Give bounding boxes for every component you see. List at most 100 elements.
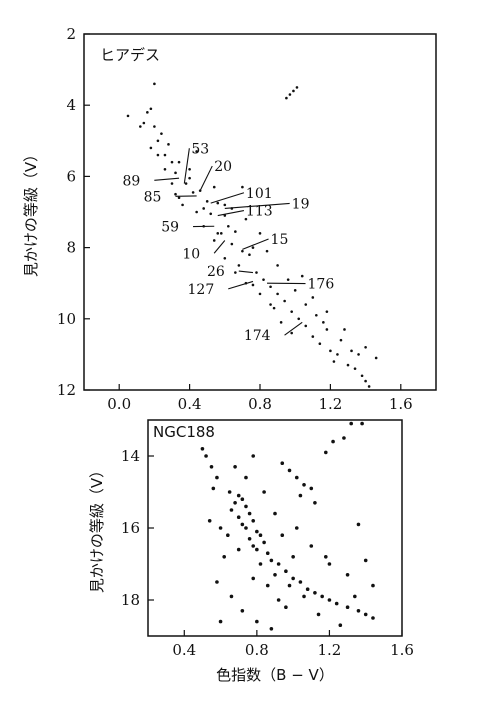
hyades-star-point xyxy=(234,230,237,233)
hyades-star-point xyxy=(142,121,146,125)
ngc188-star-point xyxy=(200,447,205,451)
ngc188-star-point xyxy=(244,526,248,530)
ngc188-star-point xyxy=(262,490,266,494)
ngc188-star-point xyxy=(226,533,230,537)
hyades-star-point xyxy=(153,125,156,128)
hyades-star-point xyxy=(293,289,297,292)
hyades-star-point xyxy=(177,160,181,164)
ngc188-star-point xyxy=(324,450,328,455)
ngc188-x-axis-label: 色指数（B − V） xyxy=(216,666,334,684)
ngc188-star-point xyxy=(227,490,232,494)
hyades-star-point xyxy=(339,338,343,342)
ngc188-star-point xyxy=(327,562,332,566)
ngc188-star-point xyxy=(240,497,245,502)
hyades-star-point xyxy=(367,385,371,388)
hyades-star-point xyxy=(350,349,353,353)
hyades-star-point xyxy=(364,379,367,383)
hyades-star-point xyxy=(374,356,378,360)
ngc188-star-point xyxy=(229,594,234,599)
ngc188-star-point xyxy=(247,511,252,516)
ngc188-star-point xyxy=(291,555,295,559)
hyades-star-point xyxy=(153,82,156,86)
ngc188-star-point xyxy=(273,511,277,516)
hyades-star-label: 19 xyxy=(292,196,310,212)
ngc188-star-point xyxy=(244,475,248,480)
hyades-star-point xyxy=(251,246,255,249)
hyades-star-point xyxy=(170,160,174,164)
hyades-label-leader-line xyxy=(154,177,180,181)
ngc188-star-point xyxy=(255,529,259,534)
ngc188-star-point xyxy=(338,623,343,627)
hyades-star-label: 26 xyxy=(207,264,225,280)
hyades-star-label: 127 xyxy=(188,282,215,298)
ngc188-star-point xyxy=(269,627,274,631)
hyades-star-point xyxy=(139,125,142,128)
hyades-star-point xyxy=(329,349,332,353)
ngc188-star-point xyxy=(298,493,303,498)
hyades-star-point xyxy=(205,200,209,203)
ngc188-star-point xyxy=(294,475,299,480)
ngc188-star-point xyxy=(207,519,212,523)
hyades-x-tick-label: 1.2 xyxy=(318,395,342,413)
hyades-star-point xyxy=(181,203,184,207)
hyades-star-label: 174 xyxy=(244,328,271,344)
ngc188-star-point xyxy=(273,573,277,577)
hyades-star-point xyxy=(191,191,195,194)
ngc188-star-point xyxy=(302,594,306,599)
ngc188-plot-frame xyxy=(147,419,403,637)
ngc188-star-point xyxy=(251,544,256,548)
ngc188-star-point xyxy=(255,547,259,552)
hyades-star-label: 113 xyxy=(246,204,273,220)
ngc188-star-point xyxy=(265,551,270,555)
hyades-star-label: 59 xyxy=(161,220,179,236)
hyades-star-point xyxy=(212,239,216,242)
hyades-star-point xyxy=(292,89,295,93)
hyades-star-point xyxy=(195,210,198,214)
hyades-star-point xyxy=(343,328,346,331)
ngc188-star-point xyxy=(251,519,256,523)
ngc188-star-point xyxy=(240,522,245,527)
ngc188-y-tick-label: 18 xyxy=(121,591,140,609)
hyades-chart-title: ヒアデス xyxy=(100,46,160,64)
ngc188-y-tick-label: 14 xyxy=(121,447,140,465)
hyades-star-point xyxy=(258,232,262,235)
ngc188-star-point xyxy=(345,605,350,609)
hyades-star-point xyxy=(177,196,181,200)
hyades-star-point xyxy=(163,153,167,157)
hyades-label-leader-line xyxy=(224,202,290,209)
ngc188-star-point xyxy=(320,594,324,599)
ngc188-x-tick-label: 1.6 xyxy=(390,641,414,659)
hyades-label-leader-line xyxy=(238,270,254,274)
hyades-star-point xyxy=(332,360,336,363)
hyades-x-tick-label: 0.4 xyxy=(178,395,202,413)
ngc188-star-point xyxy=(218,526,223,530)
ngc188-star-point xyxy=(211,486,216,491)
hyades-star-point xyxy=(269,285,272,289)
hyades-y-axis-label: 見かけの等級（V） xyxy=(22,147,40,277)
hyades-y-tick-label: 12 xyxy=(57,381,76,399)
ngc188-star-point xyxy=(236,515,241,519)
hyades-star-point xyxy=(295,86,299,89)
ngc188-star-point xyxy=(309,486,314,491)
hyades-star-point xyxy=(216,232,220,235)
hyades-star-point xyxy=(336,353,339,356)
ngc188-star-point xyxy=(280,461,285,466)
ngc188-star-point xyxy=(255,619,259,624)
hyades-star-point xyxy=(322,321,325,324)
hyades-star-label: 101 xyxy=(246,186,273,202)
hyades-star-point xyxy=(318,342,322,346)
hyades-star-point xyxy=(258,292,262,296)
ngc188-star-point xyxy=(334,601,339,606)
hyades-star-point xyxy=(244,217,248,221)
hyades-star-point xyxy=(290,331,293,335)
hyades-star-point xyxy=(223,203,227,207)
hyades-star-point xyxy=(160,132,163,135)
hyades-y-tick-label: 8 xyxy=(66,239,76,257)
hyades-star-point xyxy=(149,107,153,111)
hyades-star-point xyxy=(184,182,188,185)
ngc188-star-point xyxy=(215,475,219,480)
ngc188-star-point xyxy=(209,465,214,469)
ngc188-star-point xyxy=(345,573,350,577)
ngc188-star-point xyxy=(291,576,295,581)
hyades-y-tick-label: 6 xyxy=(66,167,76,185)
